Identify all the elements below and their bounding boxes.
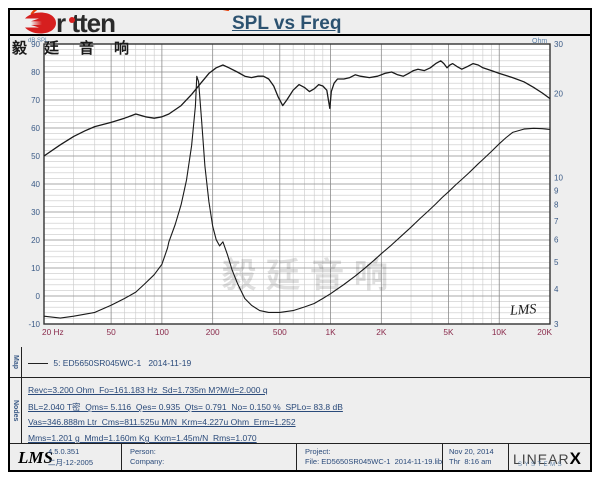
svg-text:70: 70 bbox=[31, 96, 40, 105]
svg-text:2K: 2K bbox=[376, 327, 387, 337]
svg-text:3: 3 bbox=[554, 320, 559, 329]
svg-text:20 Hz: 20 Hz bbox=[42, 327, 64, 337]
svg-text:0: 0 bbox=[36, 292, 41, 301]
svg-text:10K: 10K bbox=[492, 327, 507, 337]
svg-text:4: 4 bbox=[554, 285, 559, 294]
svg-text:10: 10 bbox=[554, 174, 563, 183]
svg-text:7: 7 bbox=[554, 217, 559, 226]
svg-text:30: 30 bbox=[31, 208, 40, 217]
svg-text:50: 50 bbox=[106, 327, 116, 337]
svg-text:20: 20 bbox=[31, 236, 40, 245]
svg-text:20: 20 bbox=[554, 89, 563, 98]
svg-text:9: 9 bbox=[554, 186, 559, 195]
svg-text:200: 200 bbox=[206, 327, 220, 337]
svg-text:5: 5 bbox=[554, 258, 559, 267]
svg-text:60: 60 bbox=[31, 124, 40, 133]
svg-text:5K: 5K bbox=[443, 327, 454, 337]
svg-text:-10: -10 bbox=[28, 320, 40, 329]
svg-text:20K: 20K bbox=[537, 327, 552, 337]
svg-text:500: 500 bbox=[273, 327, 287, 337]
svg-text:10: 10 bbox=[31, 264, 40, 273]
svg-text:100: 100 bbox=[155, 327, 169, 337]
svg-text:40: 40 bbox=[31, 180, 40, 189]
svg-text:6: 6 bbox=[554, 236, 559, 245]
svg-text:30: 30 bbox=[554, 40, 563, 49]
svg-text:80: 80 bbox=[31, 68, 40, 77]
svg-text:1K: 1K bbox=[326, 327, 337, 337]
svg-text:50: 50 bbox=[31, 152, 40, 161]
svg-text:8: 8 bbox=[554, 201, 559, 210]
